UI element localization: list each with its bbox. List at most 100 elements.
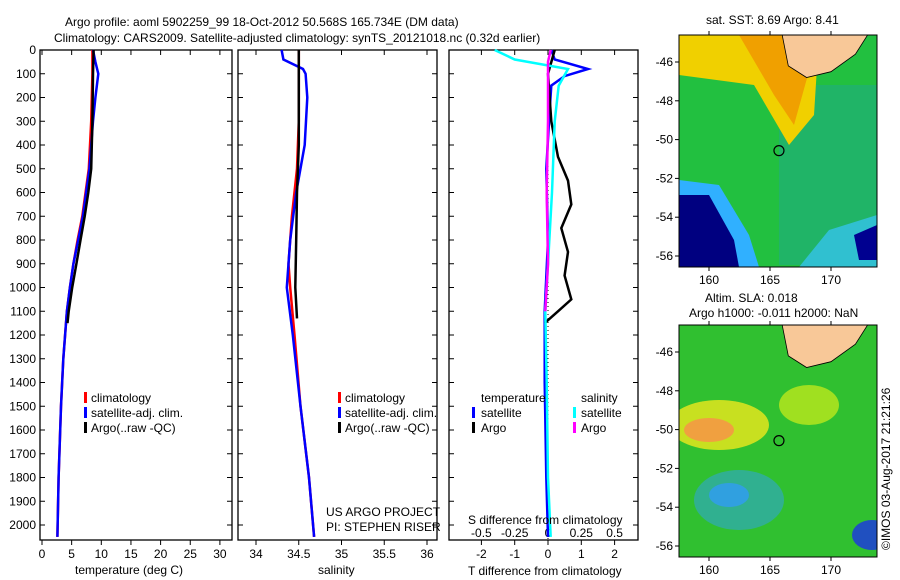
lat-tick-label: -46 <box>656 345 674 359</box>
new-zealand-land <box>781 35 869 78</box>
y-tick-label: 800 <box>16 233 36 247</box>
x-tick-label: 20 <box>154 547 168 561</box>
lat-tick-label: -46 <box>656 55 674 69</box>
y-tick-label: 200 <box>16 91 36 105</box>
legend-label: climatology <box>91 391 151 405</box>
y-tick-label: 1100 <box>10 304 36 318</box>
lat-tick-label: -52 <box>656 171 674 185</box>
map-field <box>679 35 877 267</box>
legend-swatch-argo <box>338 422 341 433</box>
series-line-satellite-adj-clim- <box>56 49 100 537</box>
y-tick-label: 700 <box>16 209 36 223</box>
x-tick-label: 34.5 <box>287 547 311 561</box>
legend-swatch-t-argo <box>472 422 475 433</box>
sla-low-core <box>709 483 749 507</box>
y-tick-label: 600 <box>16 186 36 200</box>
legend-label: satellite-adj. clim. <box>91 406 183 420</box>
legend-swatch-argo <box>84 422 87 433</box>
legend-heading-temperature: temperature <box>481 391 546 405</box>
x-tick-label: 0 <box>545 547 552 561</box>
series-line-argo-raw-qc- <box>294 50 301 319</box>
sst-map-title: sat. SST: 8.69 Argo: 8.41 <box>706 13 839 27</box>
map-field <box>679 325 877 557</box>
lon-tick-label: 160 <box>699 563 719 577</box>
x-tick-label: -2 <box>476 547 487 561</box>
x-tick-label: 36 <box>420 547 434 561</box>
x-tick-label: 34 <box>249 547 263 561</box>
imos-credit: ©IMOS 03-Aug-2017 21:21:26 <box>879 387 893 550</box>
lon-tick-label: 165 <box>760 563 780 577</box>
legend-swatch-satellite <box>84 407 87 418</box>
lat-tick-label: -52 <box>656 461 674 475</box>
sla-peak-region <box>684 418 734 442</box>
tdiff-xlabel: T difference from climatology <box>468 564 622 578</box>
series-line-argo-raw-qc- <box>66 49 95 324</box>
lon-tick-label: 170 <box>821 273 841 287</box>
y-tick-label: 500 <box>16 162 36 176</box>
x2-tick-label: -0.25 <box>501 526 529 540</box>
y-tick-label: 300 <box>16 114 36 128</box>
lon-tick-label: 160 <box>699 273 719 287</box>
lat-tick-label: -50 <box>656 133 674 147</box>
lon-tick-label: 170 <box>821 563 841 577</box>
sst-cold-patch <box>854 225 877 260</box>
legend-label: Argo <box>581 421 607 435</box>
map-frame <box>678 34 878 268</box>
sla-map-title-2: Argo h1000: -0.011 h2000: NaN <box>689 306 858 320</box>
salinity-panel: 34 34.5 35 35.5 36 <box>237 49 438 561</box>
lat-tick-label: -56 <box>656 539 674 553</box>
x-tick-label: 0 <box>39 547 46 561</box>
temperature-xlabel: temperature (deg C) <box>75 563 183 577</box>
x-tick-label: 35.5 <box>373 547 397 561</box>
legend-swatch-satellite <box>338 407 341 418</box>
argo-position-marker <box>773 145 785 157</box>
sst-map: 160 165 170 -46 -48 -50 -52 -54 -56 <box>656 31 878 287</box>
plot-frame <box>448 49 639 541</box>
legend-label: Argo <box>481 421 507 435</box>
lat-tick-label: -50 <box>656 423 674 437</box>
title-line-2: Climatology: CARS2009. Satellite-adjuste… <box>54 31 540 45</box>
y-tick-label: 1600 <box>9 423 36 437</box>
salinity-xlabel: salinity <box>318 563 355 577</box>
title-line-1: Argo profile: aoml 5902259_99 18-Oct-201… <box>65 15 459 29</box>
y-tick-label: 1000 <box>9 281 36 295</box>
legend-label: Argo(..raw -QC) <box>345 421 430 435</box>
legend-swatch-s-argo <box>573 422 576 433</box>
new-zealand-land <box>781 325 869 368</box>
project-annotation: US ARGO PROJECT <box>326 505 441 519</box>
lat-tick-label: -48 <box>656 94 674 108</box>
legend-label: satellite-adj. clim. <box>345 406 437 420</box>
legend-label: satellite <box>581 406 622 420</box>
y-tick-label: 1700 <box>9 447 36 461</box>
y-tick-label: 1200 <box>9 328 36 342</box>
legend-swatch-climatology <box>338 392 341 403</box>
y-tick-label: 2000 <box>9 518 36 532</box>
x-tick-label: 25 <box>184 547 198 561</box>
difference-legend: temperature satellite Argo salinity sate… <box>472 391 622 435</box>
series-line-salinity-argo <box>544 49 552 312</box>
legend-label: Argo(..raw -QC) <box>91 421 176 435</box>
y-tick-label: 100 <box>16 67 36 81</box>
x-tick-label: 1 <box>578 547 585 561</box>
y-tick-label: 400 <box>16 138 36 152</box>
lat-tick-label: -56 <box>656 249 674 263</box>
y-tick-label: 1400 <box>9 376 36 390</box>
sst-cool-edge <box>799 215 877 267</box>
salinity-legend: climatology satellite-adj. clim. Argo(..… <box>326 391 441 534</box>
x-tick-label: 2 <box>611 547 618 561</box>
legend-label: climatology <box>345 391 405 405</box>
y-tick-label: 1500 <box>9 399 36 413</box>
x-tick-label: 30 <box>213 547 227 561</box>
x-tick-label: 10 <box>95 547 109 561</box>
sst-cold-region <box>679 195 739 267</box>
y-tick-label: 1800 <box>9 471 36 485</box>
y-tick-label: 0 <box>29 43 36 57</box>
temperature-legend: climatology satellite-adj. clim. Argo(..… <box>84 391 183 435</box>
sla-high-region-2 <box>779 385 839 425</box>
difference-panel: -2 -1 0 1 2-0.5 -0.25 0 0.25 0.5 <box>448 48 639 561</box>
series-line-temperature-argo <box>543 49 573 325</box>
y-tick-label: 900 <box>16 257 36 271</box>
x-tick-label: 5 <box>68 547 75 561</box>
